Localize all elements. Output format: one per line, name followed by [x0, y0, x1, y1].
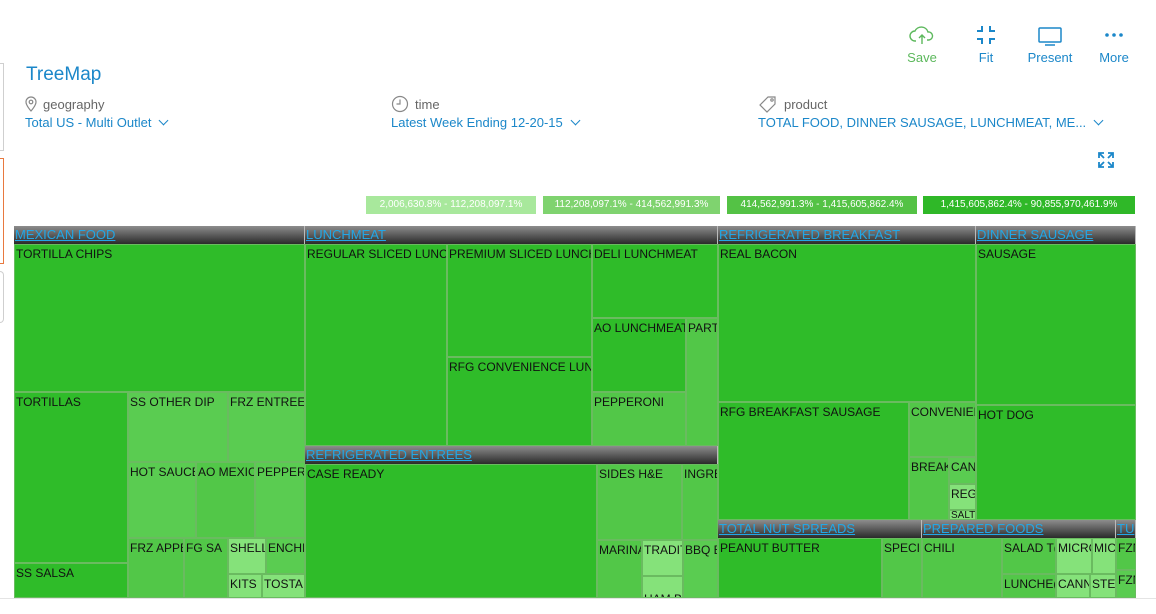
treemap-cell-ss-other-dip[interactable]: SS OTHER DIP [128, 392, 228, 462]
monitor-icon [1038, 27, 1062, 46]
product-filter: product TOTAL FOOD, DINNER SAUSAGE, LUNC… [758, 94, 1104, 130]
save-label: Save [907, 50, 937, 65]
treemap-cell-fg-sa[interactable]: FG SA [184, 538, 228, 598]
treemap-cell-micro[interactable]: MICI [1092, 538, 1116, 574]
clock-icon [391, 95, 409, 113]
treemap-cell-part[interactable]: PART [686, 318, 718, 446]
legend-chip: 414,562,991.3% - 1,415,605,862.4% [727, 196, 917, 214]
treemap-cell-hot-dog[interactable]: HOT DOG [976, 405, 1136, 520]
treemap-cell-kits[interactable]: KITS [228, 574, 262, 598]
time-value: Latest Week Ending 12-20-15 [391, 115, 563, 130]
treemap-cell-cann[interactable]: CANN [1056, 574, 1090, 598]
treemap-cell-frz-apper[interactable]: FRZ APPER [128, 538, 184, 598]
more-button[interactable]: More [1082, 22, 1146, 65]
treemap-cell-peanut-butter[interactable]: PEANUT BUTTER [718, 538, 882, 598]
treemap-cell-lunche[interactable]: LUNCHE( [1002, 574, 1056, 598]
legend-chip: 1,415,605,862.4% - 90,855,970,461.9% [923, 196, 1135, 214]
group-header-tu[interactable]: TU [1116, 520, 1136, 538]
chevron-down-icon [1093, 115, 1104, 126]
treemap-cell-marina[interactable]: MARINA [597, 540, 642, 598]
treemap-cell-tradit[interactable]: TRADIT [642, 540, 683, 576]
treemap-cell-can[interactable]: CAN [949, 457, 976, 484]
left-panel-edge-bottom [0, 271, 4, 323]
legend-chip: 112,208,097.1% - 414,562,991.3% [543, 196, 720, 214]
left-panel-edge-top [0, 63, 4, 151]
treemap-cell-salad[interactable]: SALAD T( [1002, 538, 1056, 574]
treemap-cell-breaki[interactable]: BREAKI [909, 457, 949, 520]
time-label: time [415, 96, 440, 112]
legend-chip: 2,006,630.8% - 112,208,097.1% [366, 196, 536, 214]
treemap-cell-regular-sliced-lunch[interactable]: REGULAR SLICED LUNCH [305, 244, 447, 446]
treemap-cell-ss-salsa[interactable]: SS SALSA [14, 563, 128, 598]
geography-dropdown[interactable]: Total US - Multi Outlet [25, 115, 169, 130]
group-header-dinner-sausage[interactable]: DINNER SAUSAGE [976, 226, 1136, 244]
treemap-cell-fzn[interactable]: FZN [1116, 538, 1136, 570]
expand-icon[interactable] [1097, 151, 1115, 169]
treemap-cell-tortillas[interactable]: TORTILLAS [14, 392, 128, 563]
group-header-lunchmeat[interactable]: LUNCHMEAT [305, 226, 718, 244]
treemap-cell-real-bacon[interactable]: REAL BACON [718, 244, 976, 402]
treemap-cell-sausage[interactable]: SAUSAGE [976, 244, 1136, 405]
group-header-refrigerated-breakfast[interactable]: REFRIGERATED BREAKFAST [718, 226, 976, 244]
chevron-down-icon [570, 115, 581, 126]
treemap-cell-fzn[interactable]: FZN [1116, 570, 1136, 598]
divider [0, 598, 1156, 599]
group-header-mexican-food[interactable]: MEXICAN FOOD [14, 226, 305, 244]
treemap-cell-micro[interactable]: MICRO [1056, 538, 1092, 574]
save-button[interactable]: Save [890, 22, 954, 65]
present-label: Present [1027, 50, 1073, 65]
treemap-cell-tostal[interactable]: TOSTAI [262, 574, 305, 598]
geography-value: Total US - Multi Outlet [25, 115, 152, 130]
product-value: TOTAL FOOD, DINNER SAUSAGE, LUNCHMEAT, M… [758, 115, 1087, 130]
chevron-down-icon [158, 115, 169, 126]
treemap: MEXICAN FOOD TORTILLA CHIPS TORTILLAS SS… [14, 226, 1136, 598]
treemap-cell-ingre[interactable]: INGRE [682, 464, 718, 540]
treemap-cell-salt[interactable]: SALT [949, 510, 976, 520]
treemap-cell-peppers[interactable]: PEPPERS [255, 462, 305, 538]
treemap-cell-sides-he[interactable]: SIDES H&E [597, 464, 682, 540]
cloud-upload-icon [909, 26, 934, 44]
fit-button[interactable]: Fit [954, 22, 1018, 65]
fit-label: Fit [978, 50, 994, 65]
treemap-cell-rfg-breakfast-sausage[interactable]: RFG BREAKFAST SAUSAGE [718, 402, 909, 520]
collapse-icon [977, 26, 995, 44]
group-header-refrigerated-entrees[interactable]: REFRIGERATED ENTREES [305, 446, 718, 464]
treemap-cell-chili[interactable]: CHILI [922, 538, 1002, 598]
treemap-cell-rfg-convenience-lunch[interactable]: RFG CONVENIENCE LUNC [447, 357, 592, 446]
group-header-prepared-foods[interactable]: PREPARED FOODS [922, 520, 1116, 538]
treemap-cell-premium-sliced-lunch[interactable]: PREMIUM SLICED LUNCH [447, 244, 592, 357]
treemap-cell-speci[interactable]: SPECI [882, 538, 922, 598]
treemap-cell-regu[interactable]: REGU [949, 484, 976, 510]
treemap-cell-pepperoni[interactable]: PEPPERONI [592, 392, 686, 446]
treemap-cell-tortilla-chips[interactable]: TORTILLA CHIPS [14, 244, 305, 392]
more-label: More [1099, 50, 1129, 65]
time-filter: time Latest Week Ending 12-20-15 [391, 94, 581, 130]
treemap-cell-deli-lunchmeat[interactable]: DELI LUNCHMEAT [592, 244, 718, 318]
treemap-cell-ham-bbq[interactable]: HAM BBQ PIE [642, 576, 683, 598]
treemap-cell-frz-entree[interactable]: FRZ ENTREE/I [228, 392, 305, 462]
product-dropdown[interactable]: TOTAL FOOD, DINNER SAUSAGE, LUNCHMEAT, M… [758, 115, 1104, 130]
tag-icon [759, 96, 776, 113]
location-pin-icon [25, 96, 37, 112]
treemap-cell-ao-lunchmeat[interactable]: AO LUNCHMEAT [592, 318, 686, 392]
ellipsis-icon [1105, 33, 1123, 37]
geography-label: geography [43, 96, 105, 112]
treemap-cell-ao-mexic[interactable]: AO MEXIC [196, 462, 255, 538]
treemap-cell-convenien[interactable]: CONVENIEN [909, 402, 976, 457]
toolbar: Save Fit Present More [890, 22, 1146, 65]
treemap-cell-hot-sauce[interactable]: HOT SAUCE [128, 462, 196, 538]
treemap-cell-case-ready[interactable]: CASE READY [305, 464, 597, 598]
treemap-cell-bbq-e[interactable]: BBQ E [683, 540, 718, 598]
treemap-cell-stew[interactable]: STEW [1090, 574, 1116, 598]
left-panel-edge-middle[interactable] [0, 158, 4, 264]
page-title: TreeMap [26, 64, 102, 85]
present-button[interactable]: Present [1018, 22, 1082, 65]
treemap-cell-enchi[interactable]: ENCHI [266, 538, 305, 574]
geography-filter: geography Total US - Multi Outlet [25, 94, 169, 130]
time-dropdown[interactable]: Latest Week Ending 12-20-15 [391, 115, 581, 130]
product-label: product [784, 96, 828, 112]
group-header-total-nut-spreads[interactable]: TOTAL NUT SPREADS [718, 520, 922, 538]
treemap-cell-shell[interactable]: SHELL [228, 538, 266, 574]
